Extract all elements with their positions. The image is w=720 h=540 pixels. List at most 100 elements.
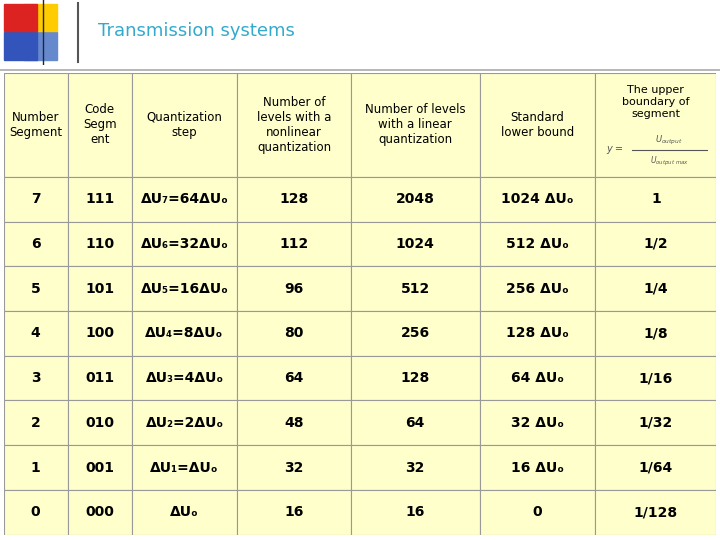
Bar (4, 177, 68, 221)
Bar (595, 311, 716, 356)
Text: 6: 6 (31, 237, 40, 251)
Text: ΔU₃=4ΔUₒ: ΔU₃=4ΔUₒ (145, 371, 224, 385)
Text: ΔU₂=2ΔUₒ: ΔU₂=2ΔUₒ (145, 416, 224, 430)
Text: 011: 011 (85, 371, 114, 385)
Bar (4, 490, 68, 535)
Bar (480, 401, 595, 445)
Bar (595, 266, 716, 311)
Text: 7: 7 (31, 192, 40, 206)
Bar (132, 445, 238, 490)
Text: 1/8: 1/8 (644, 326, 668, 340)
Text: 111: 111 (85, 192, 114, 206)
Bar (351, 221, 480, 266)
Text: 32: 32 (284, 461, 304, 475)
Text: 0: 0 (31, 505, 40, 519)
Bar (480, 221, 595, 266)
Text: 4: 4 (31, 326, 40, 340)
Text: ΔUₒ: ΔUₒ (170, 505, 199, 519)
Bar (238, 73, 351, 177)
Text: ΔU₁=ΔUₒ: ΔU₁=ΔUₒ (150, 461, 219, 475)
Bar (4, 311, 68, 356)
Text: 96: 96 (284, 281, 304, 295)
Text: The upper
boundary of
segment: The upper boundary of segment (622, 85, 690, 119)
Text: 64: 64 (284, 371, 304, 385)
Text: 512 ΔUₒ: 512 ΔUₒ (506, 237, 569, 251)
Text: 48: 48 (284, 416, 304, 430)
Bar (132, 73, 238, 177)
Text: Transmission systems: Transmission systems (98, 22, 294, 40)
Bar (351, 311, 480, 356)
Text: Number of
levels with a
nonlinear
quantization: Number of levels with a nonlinear quanti… (257, 96, 331, 154)
Bar (595, 490, 716, 535)
Text: 1024: 1024 (396, 237, 435, 251)
Text: 000: 000 (85, 505, 114, 519)
Text: Code
Segm
ent: Code Segm ent (83, 103, 117, 146)
Bar (595, 73, 716, 177)
Bar (480, 356, 595, 401)
Text: 1/32: 1/32 (639, 416, 673, 430)
Text: 512: 512 (400, 281, 430, 295)
Text: 1/2: 1/2 (644, 237, 668, 251)
Text: 110: 110 (85, 237, 114, 251)
Text: 1/64: 1/64 (639, 461, 673, 475)
Text: 64 ΔUₒ: 64 ΔUₒ (511, 371, 564, 385)
Bar (480, 311, 595, 356)
Text: ΔU₇=64ΔUₒ: ΔU₇=64ΔUₒ (140, 192, 228, 206)
Text: 1: 1 (651, 192, 661, 206)
Text: 16: 16 (405, 505, 425, 519)
Bar (4, 445, 68, 490)
Text: Standard
lower bound: Standard lower bound (501, 111, 574, 139)
Bar (4, 73, 68, 177)
Bar (480, 445, 595, 490)
Bar (68, 266, 132, 311)
Bar (4, 401, 68, 445)
Bar (4, 32, 37, 59)
Text: 256 ΔUₒ: 256 ΔUₒ (506, 281, 569, 295)
Text: 256: 256 (400, 326, 430, 340)
Text: 0: 0 (533, 505, 542, 519)
Text: 128 ΔUₒ: 128 ΔUₒ (506, 326, 569, 340)
Text: 16: 16 (284, 505, 304, 519)
Text: 1/16: 1/16 (639, 371, 673, 385)
Text: 001: 001 (85, 461, 114, 475)
Text: y =: y = (606, 144, 623, 154)
Text: 1/4: 1/4 (644, 281, 668, 295)
Bar (4, 4, 37, 31)
Bar (238, 401, 351, 445)
Bar (238, 177, 351, 221)
Bar (68, 490, 132, 535)
Bar (68, 73, 132, 177)
Bar (4, 266, 68, 311)
Bar (68, 356, 132, 401)
Text: 1024 ΔUₒ: 1024 ΔUₒ (501, 192, 574, 206)
Text: 64: 64 (405, 416, 425, 430)
Text: 3: 3 (31, 371, 40, 385)
Text: ΔU₅=16ΔUₒ: ΔU₅=16ΔUₒ (140, 281, 228, 295)
Bar (351, 73, 480, 177)
Bar (238, 266, 351, 311)
Bar (132, 221, 238, 266)
Text: 16 ΔUₒ: 16 ΔUₒ (511, 461, 564, 475)
Bar (132, 401, 238, 445)
Bar (132, 266, 238, 311)
Text: Quantization
step: Quantization step (147, 111, 222, 139)
Text: 101: 101 (85, 281, 114, 295)
Bar (68, 311, 132, 356)
Bar (595, 356, 716, 401)
Bar (595, 221, 716, 266)
Bar (132, 490, 238, 535)
Bar (238, 445, 351, 490)
Text: 32: 32 (405, 461, 425, 475)
Bar (4, 221, 68, 266)
Bar (595, 401, 716, 445)
Bar (24, 4, 57, 31)
Bar (351, 356, 480, 401)
Bar (351, 177, 480, 221)
Text: 010: 010 (85, 416, 114, 430)
Bar (68, 401, 132, 445)
Text: 2: 2 (31, 416, 40, 430)
Bar (68, 221, 132, 266)
Text: U$_{output}$: U$_{output}$ (655, 133, 683, 147)
Bar (238, 490, 351, 535)
Text: 5: 5 (31, 281, 40, 295)
